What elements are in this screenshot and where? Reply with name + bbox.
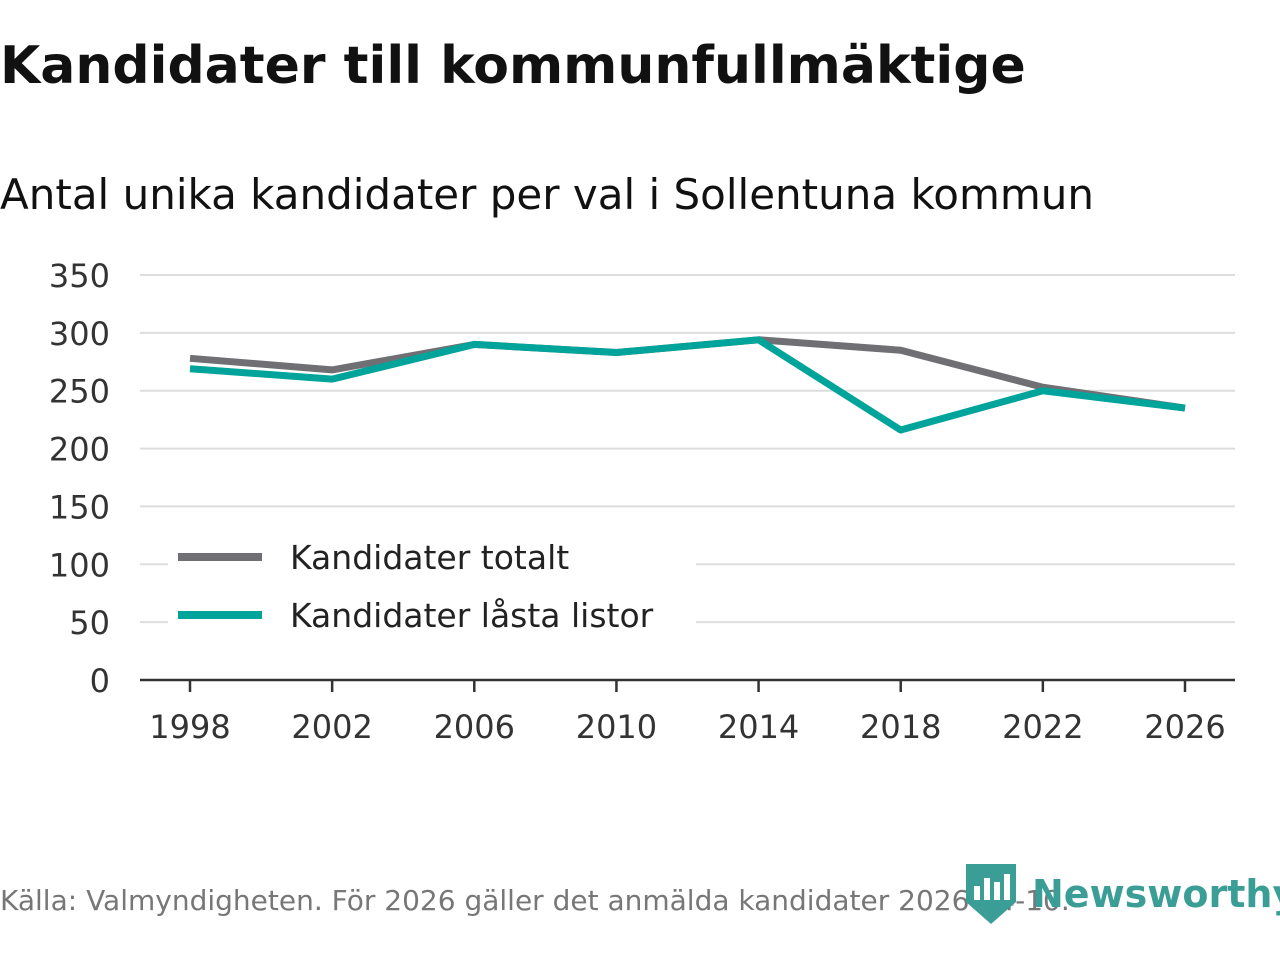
- x-tick-label: 2026: [1144, 708, 1225, 746]
- brand-name: Newsworthy: [1032, 872, 1280, 916]
- y-tick-label: 150: [49, 488, 110, 526]
- legend-background: [168, 532, 696, 644]
- legend-label: Kandidater totalt: [290, 538, 569, 577]
- y-tick-label: 350: [49, 257, 110, 295]
- x-tick-label: 2010: [576, 708, 657, 746]
- x-tick-label: 2002: [291, 708, 372, 746]
- legend: Kandidater totalt Kandidater låsta listor: [168, 532, 696, 644]
- y-tick-label: 100: [49, 546, 110, 584]
- newsworthy-logo-icon: [966, 864, 1016, 924]
- y-tick-label: 200: [49, 431, 110, 469]
- x-tick-label: 2014: [718, 708, 799, 746]
- x-tick-label: 2006: [434, 708, 515, 746]
- source-note: Källa: Valmyndigheten. För 2026 gäller d…: [0, 884, 1070, 917]
- y-tick-label: 0: [90, 662, 110, 700]
- chart-subtitle: Antal unika kandidater per val i Sollent…: [0, 170, 1095, 219]
- y-tick-label: 250: [49, 373, 110, 411]
- y-axis-ticks: 0 50 100 150 200 250 300 350: [49, 257, 110, 700]
- x-axis: 1998 2002 2006 2010 2014 2018 2022 2026: [140, 678, 1235, 746]
- x-tick-label: 2022: [1002, 708, 1083, 746]
- legend-label: Kandidater låsta listor: [290, 596, 654, 635]
- chart-title: Kandidater till kommunfullmäktige: [0, 36, 1026, 96]
- series-lines: [189, 336, 1186, 434]
- y-tick-label: 300: [49, 315, 110, 353]
- y-tick-label: 50: [69, 604, 110, 642]
- x-tick-label: 1998: [149, 708, 230, 746]
- series-line: [189, 336, 1186, 434]
- newsworthy-logo: Newsworthy: [964, 862, 1280, 926]
- x-tick-label: 2018: [860, 708, 941, 746]
